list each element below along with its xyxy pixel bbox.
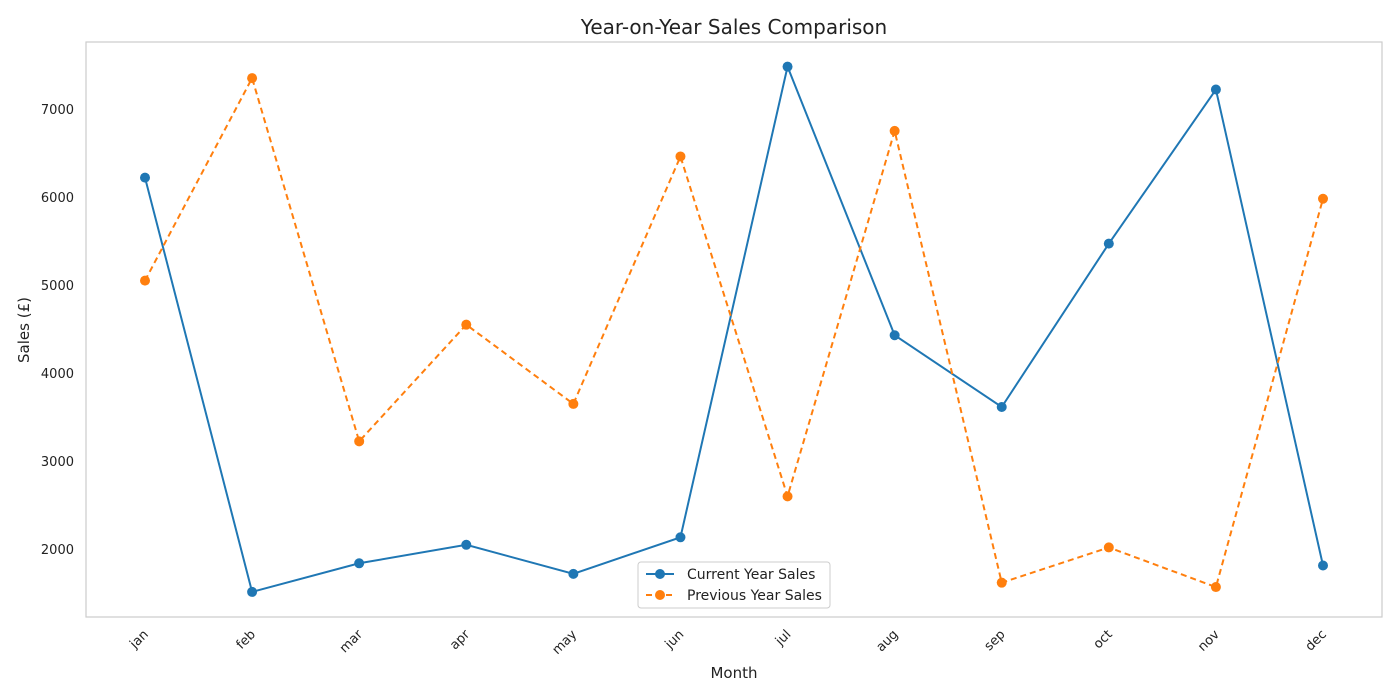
y-tick-label: 2000 (41, 543, 74, 558)
previous-year-sales-line (144, 75, 1324, 589)
x-axis-label: Month (710, 664, 757, 682)
y-axis-ticks: 2000 3000 4000 5000 6000 7000 (41, 103, 74, 558)
current-year-sales-legend-label: Current Year Sales (687, 567, 815, 583)
previous-year-sales-point (1210, 582, 1221, 593)
y-tick-label: 7000 (41, 103, 74, 118)
previous-year-sales-point (1103, 542, 1114, 553)
previous-year-sales-legend-marker (655, 590, 665, 600)
current-year-sales-point (1210, 84, 1221, 95)
y-tick-label: 3000 (41, 455, 74, 470)
y-tick-label: 5000 (41, 279, 74, 294)
y-tick-label: 4000 (41, 367, 74, 382)
previous-year-sales-point (675, 151, 686, 162)
current-year-sales-point (889, 330, 900, 341)
previous-year-sales-point (354, 436, 365, 447)
previous-year-sales-point (568, 398, 579, 409)
previous-year-sales-point (461, 319, 472, 330)
previous-year-sales-point (782, 491, 793, 502)
current-year-sales-line (144, 63, 1324, 594)
y-tick-label: 6000 (41, 191, 74, 206)
legend-box (637, 561, 831, 609)
chart-title: Year-on-Year Sales Comparison (580, 15, 887, 39)
current-year-sales-legend-marker (655, 569, 665, 579)
y-axis-label: Sales (£) (15, 297, 33, 363)
current-year-sales-point (461, 539, 472, 550)
current-year-sales-point (247, 586, 258, 597)
current-year-sales-point (354, 558, 365, 569)
legend: Current Year Sales Previous Year Sales (637, 561, 831, 609)
previous-year-sales-point (140, 275, 150, 286)
current-year-sales-point (1103, 238, 1114, 249)
current-year-sales-point (1318, 560, 1328, 571)
previous-year-sales-point (889, 125, 900, 136)
previous-year-sales-point (1318, 193, 1328, 204)
previous-year-sales-point (247, 73, 258, 84)
previous-year-sales-point (996, 577, 1007, 588)
previous-year-sales-legend-label: Previous Year Sales (687, 588, 822, 604)
current-year-sales-point (140, 172, 150, 183)
current-year-sales-point (568, 568, 579, 579)
current-year-sales-point (996, 401, 1007, 412)
plot-area-frame (85, 41, 1383, 618)
series-layer (140, 61, 1328, 597)
current-year-sales-point (675, 532, 686, 543)
current-year-sales-point (782, 61, 793, 72)
